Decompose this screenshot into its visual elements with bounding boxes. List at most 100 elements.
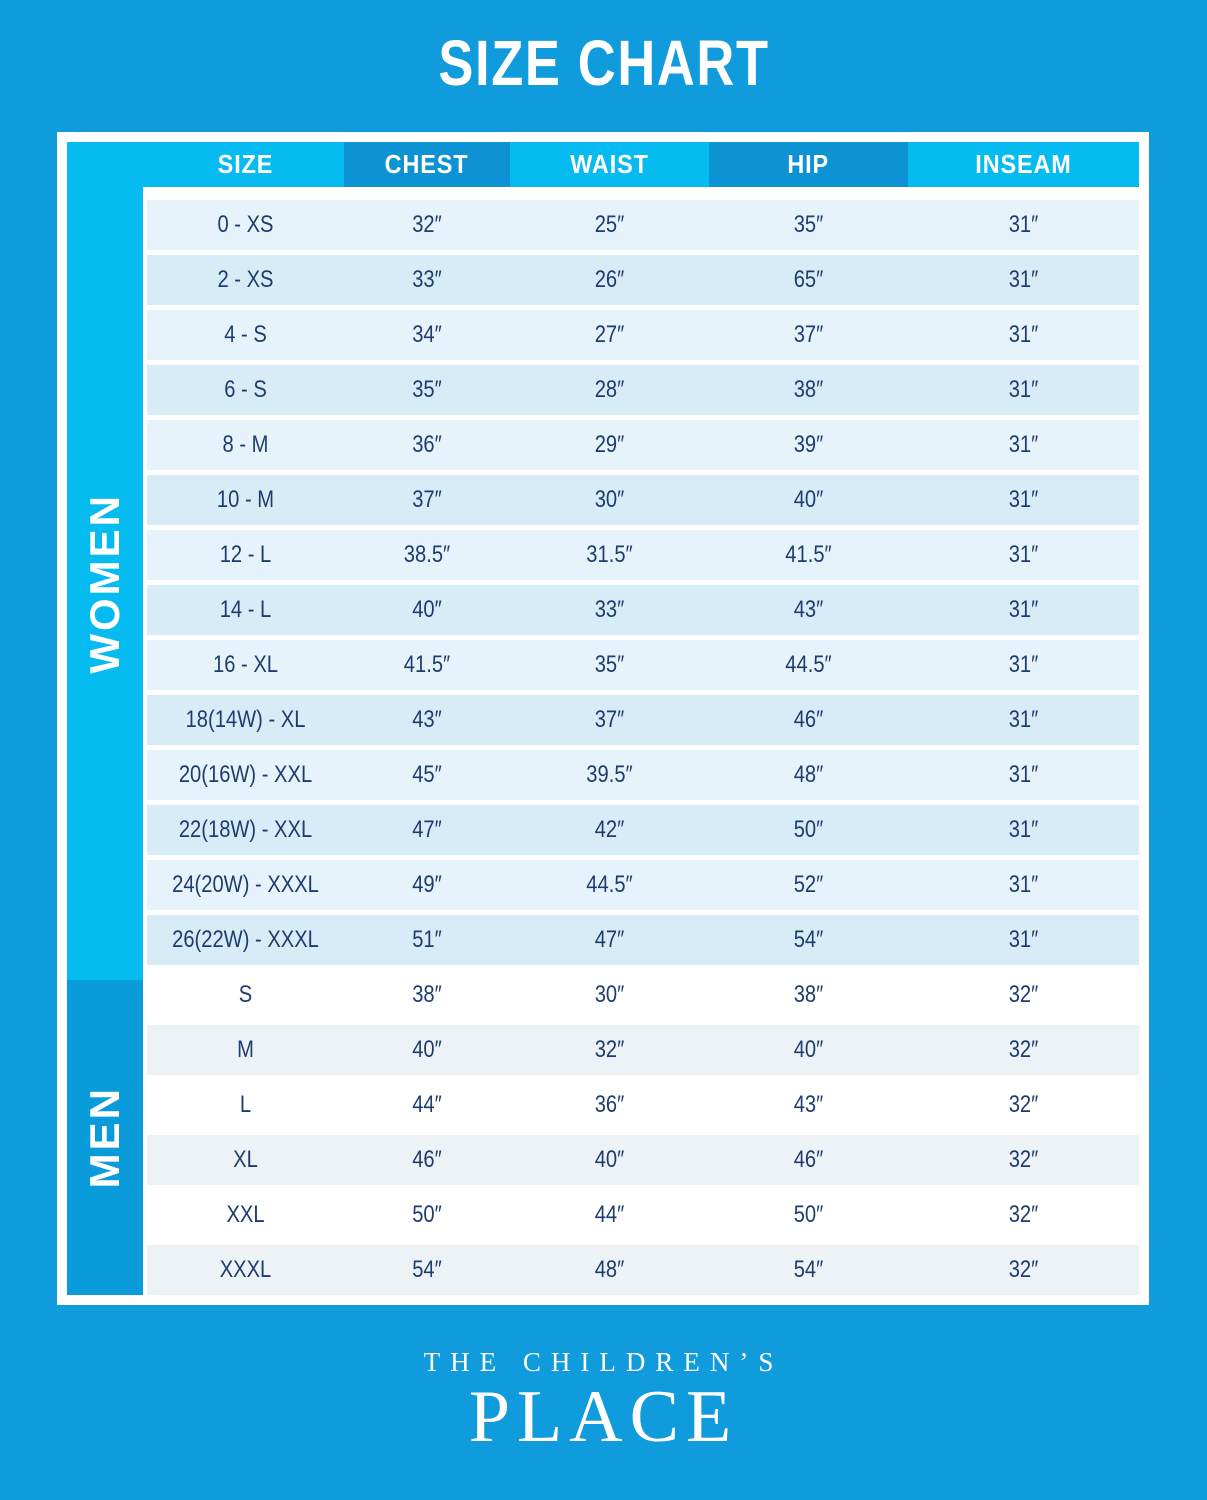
chest-cell: 47″ <box>412 816 442 843</box>
size-cell: 24(20W) - XXXL <box>172 871 319 898</box>
waist-cell: 47″ <box>594 926 625 953</box>
waist-cell: 37″ <box>594 706 625 733</box>
hip-cell: 54″ <box>793 1256 824 1283</box>
hip-cell: 38″ <box>793 376 824 403</box>
size-cell: 4 - S <box>224 321 267 348</box>
column-header-chest-label: CHEST <box>385 149 469 179</box>
hip-cell: 37″ <box>793 321 824 348</box>
table-rows: 0 - XS 32″ 25″ 35″ 31″ 2 - XS 33″ 26″ 65″ 31″ 4 … <box>147 187 1139 1295</box>
table-row: 18(14W) - XL 43″ 37″ 46″ 31″ <box>147 695 1139 745</box>
inseam-cell: 32″ <box>1008 1256 1039 1283</box>
chest-cell: 45″ <box>412 761 442 788</box>
inseam-cell: 31″ <box>1008 596 1039 623</box>
brand-name-line2: PLACE <box>468 1376 739 1458</box>
table-row: XXL 50″ 44″ 50″ 32″ <box>147 1190 1139 1240</box>
size-cell: XXL <box>226 1201 265 1228</box>
inseam-cell: 31″ <box>1008 211 1039 238</box>
table-row: 26(22W) - XXXL 51″ 47″ 54″ 31″ <box>147 915 1139 965</box>
size-cell: 8 - M <box>222 431 269 458</box>
chest-cell: 50″ <box>412 1201 442 1228</box>
table-row: L 44″ 36″ 43″ 32″ <box>147 1080 1139 1130</box>
hip-cell: 52″ <box>793 871 824 898</box>
waist-cell: 30″ <box>594 486 625 513</box>
inseam-cell: 32″ <box>1008 1091 1039 1118</box>
table-row: 12 - L 38.5″ 31.5″ 41.5″ 31″ <box>147 530 1139 580</box>
column-header-inseam: INSEAM <box>975 149 1072 179</box>
hip-cell: 46″ <box>793 706 824 733</box>
table-row: 24(20W) - XXXL 49″ 44.5″ 52″ 31″ <box>147 860 1139 910</box>
chest-cell: 54″ <box>412 1256 442 1283</box>
table-body: WOMEN MEN 0 - XS 32″ 25″ 35″ 31″ 2 - XS 33″ 26… <box>67 187 1139 1295</box>
hip-cell: 40″ <box>793 1036 824 1063</box>
table-row: 22(18W) - XXL 47″ 42″ 50″ 31″ <box>147 805 1139 855</box>
chest-cell: 38.5″ <box>403 541 451 568</box>
waist-cell: 42″ <box>594 816 625 843</box>
hip-cell: 40″ <box>793 486 824 513</box>
hip-cell: 65″ <box>793 266 824 293</box>
size-cell: L <box>239 1091 252 1118</box>
chest-cell: 43″ <box>412 706 442 733</box>
inseam-cell: 31″ <box>1008 816 1039 843</box>
women-section-band: WOMEN <box>67 187 143 980</box>
column-header-hip: HIP <box>709 142 908 187</box>
inseam-cell: 32″ <box>1008 981 1039 1008</box>
column-header-hip-label: HIP <box>787 149 830 179</box>
waist-cell: 39.5″ <box>586 761 633 788</box>
table-header-row: SIZE CHEST WAIST HIP INSEAM <box>67 142 1139 187</box>
waist-cell: 32″ <box>594 1036 625 1063</box>
chest-cell: 34″ <box>412 321 442 348</box>
women-rows: 0 - XS 32″ 25″ 35″ 31″ 2 - XS 33″ 26″ 65″ 31″ 4 … <box>147 200 1139 965</box>
size-cell: 18(14W) - XL <box>185 706 306 733</box>
size-cell: S <box>238 981 253 1008</box>
waist-cell: 30″ <box>594 981 625 1008</box>
chest-cell: 35″ <box>412 376 442 403</box>
chest-cell: 38″ <box>412 981 442 1008</box>
men-section-band: MEN <box>67 980 143 1295</box>
inseam-cell: 31″ <box>1008 376 1039 403</box>
column-header-size: SIZE <box>217 149 274 179</box>
table-row: 6 - S 35″ 28″ 38″ 31″ <box>147 365 1139 415</box>
waist-cell: 35″ <box>594 651 625 678</box>
hip-cell: 39″ <box>793 431 824 458</box>
size-table-frame: SIZE CHEST WAIST HIP INSEAM WOMEN MEN 0 … <box>57 132 1149 1305</box>
size-cell: 26(22W) - XXXL <box>172 926 319 953</box>
waist-cell: 27″ <box>594 321 625 348</box>
page-title: SIZE CHART <box>0 0 1207 112</box>
hip-cell: 50″ <box>793 1201 824 1228</box>
size-cell: 22(18W) - XXL <box>178 816 313 843</box>
chest-cell: 44″ <box>412 1091 442 1118</box>
inseam-cell: 31″ <box>1008 926 1039 953</box>
size-cell: 16 - XL <box>212 651 278 678</box>
hip-cell: 46″ <box>793 1146 824 1173</box>
hip-cell: 54″ <box>793 926 824 953</box>
waist-cell: 33″ <box>594 596 625 623</box>
chest-cell: 33″ <box>412 266 442 293</box>
table-row: XL 46″ 40″ 46″ 32″ <box>147 1135 1139 1185</box>
table-row: 14 - L 40″ 33″ 43″ 31″ <box>147 585 1139 635</box>
header-spacer <box>71 142 143 187</box>
inseam-cell: 31″ <box>1008 651 1039 678</box>
inseam-cell: 31″ <box>1008 871 1039 898</box>
inseam-cell: 31″ <box>1008 706 1039 733</box>
table-row: S 38″ 30″ 38″ 32″ <box>147 970 1139 1020</box>
chest-cell: 41.5″ <box>403 651 451 678</box>
size-cell: 2 - XS <box>217 266 274 293</box>
waist-cell: 36″ <box>594 1091 625 1118</box>
chest-cell: 49″ <box>412 871 442 898</box>
chest-cell: 51″ <box>412 926 442 953</box>
brand-name-line1: THE CHILDREN’S <box>423 1347 784 1377</box>
size-chart-title: SIZE CHART <box>437 27 770 99</box>
waist-cell: 40″ <box>594 1146 625 1173</box>
table-row: 0 - XS 32″ 25″ 35″ 31″ <box>147 200 1139 250</box>
column-header-chest: CHEST <box>344 142 510 187</box>
waist-cell: 48″ <box>594 1256 625 1283</box>
hip-cell: 43″ <box>793 596 824 623</box>
men-rows: S 38″ 30″ 38″ 32″ M 40″ 32″ 40″ 32″ L 44″ 36″ 43″ 32… <box>147 970 1139 1295</box>
hip-cell: 44.5″ <box>785 651 832 678</box>
hip-cell: 38″ <box>793 981 824 1008</box>
brand-logo: THE CHILDREN’S PLACE <box>0 1347 1207 1454</box>
hip-cell: 50″ <box>793 816 824 843</box>
inseam-cell: 31″ <box>1008 321 1039 348</box>
size-cell: XL <box>233 1146 258 1173</box>
waist-cell: 28″ <box>594 376 625 403</box>
